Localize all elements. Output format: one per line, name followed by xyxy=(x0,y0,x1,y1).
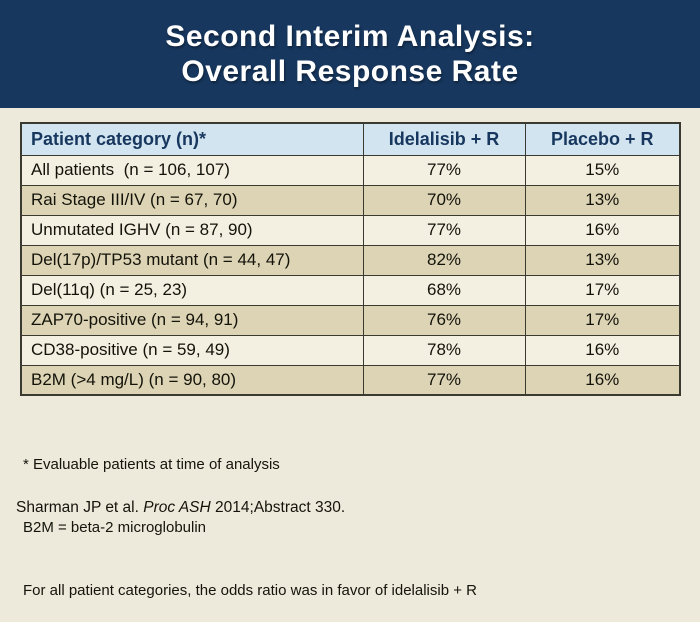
placebo-cell: 15% xyxy=(524,154,681,186)
placebo-cell: 16% xyxy=(524,334,681,366)
title-band: Second Interim Analysis: Overall Respons… xyxy=(0,0,700,108)
category-cell: ZAP70-positive (n = 94, 91) xyxy=(20,304,364,336)
table-row: B2M (>4 mg/L) (n = 90, 80) 77% 16% xyxy=(20,364,681,396)
table-row: Rai Stage III/IV (n = 67, 70) 70% 13% xyxy=(20,184,681,216)
category-cell: CD38-positive (n = 59, 49) xyxy=(20,334,364,366)
idelalisib-cell: 77% xyxy=(362,364,526,396)
table-row: CD38-positive (n = 59, 49) 78% 16% xyxy=(20,334,681,366)
col-header-idelalisib: Idelalisib + R xyxy=(362,122,526,156)
placebo-cell: 17% xyxy=(524,304,681,336)
table-row: ZAP70-positive (n = 94, 91) 76% 17% xyxy=(20,304,681,336)
col-header-patient-category: Patient category (n)* xyxy=(20,122,364,156)
footnote-evaluable: * Evaluable patients at time of analysis xyxy=(23,456,280,473)
placebo-cell: 16% xyxy=(524,364,681,396)
idelalisib-cell: 76% xyxy=(362,304,526,336)
table-header-row: Patient category (n)* Idelalisib + R Pla… xyxy=(20,122,681,156)
citation-authors: Sharman JP et al. xyxy=(16,499,144,516)
category-cell: Rai Stage III/IV (n = 67, 70) xyxy=(20,184,364,216)
table-row: Del(11q) (n = 25, 23) 68% 17% xyxy=(20,274,681,306)
footnotes-block: * Evaluable patients at time of analysis… xyxy=(23,412,477,622)
citation: Sharman JP et al. Proc ASH 2014;Abstract… xyxy=(16,499,345,517)
category-cell: Del(11q) (n = 25, 23) xyxy=(20,274,364,306)
placebo-cell: 13% xyxy=(524,184,681,216)
table-row: Del(17p)/TP53 mutant (n = 44, 47) 82% 13… xyxy=(20,244,681,276)
placebo-cell: 17% xyxy=(524,274,681,306)
citation-journal: Proc ASH xyxy=(143,499,211,516)
placebo-cell: 13% xyxy=(524,244,681,276)
slide-title-line2: Overall Response Rate xyxy=(181,55,519,88)
overall-response-rate-table: Patient category (n)* Idelalisib + R Pla… xyxy=(20,122,681,396)
slide-title-line1: Second Interim Analysis: xyxy=(165,20,535,53)
idelalisib-cell: 77% xyxy=(362,154,526,186)
footnote-odds-ratio: For all patient categories, the odds rat… xyxy=(23,582,477,599)
table-row: All patients (n = 106, 107) 77% 15% xyxy=(20,154,681,186)
category-cell: Del(17p)/TP53 mutant (n = 44, 47) xyxy=(20,244,364,276)
footnote-b2m: B2M = beta-2 microglobulin xyxy=(23,519,207,536)
idelalisib-cell: 82% xyxy=(362,244,526,276)
table-row: Unmutated IGHV (n = 87, 90) 77% 16% xyxy=(20,214,681,246)
idelalisib-cell: 70% xyxy=(362,184,526,216)
category-cell: B2M (>4 mg/L) (n = 90, 80) xyxy=(20,364,364,396)
idelalisib-cell: 77% xyxy=(362,214,526,246)
category-cell: All patients (n = 106, 107) xyxy=(20,154,364,186)
idelalisib-cell: 68% xyxy=(362,274,526,306)
slide: { "title": { "line1": "Second Interim An… xyxy=(0,0,700,599)
idelalisib-cell: 78% xyxy=(362,334,526,366)
placebo-cell: 16% xyxy=(524,214,681,246)
col-header-placebo: Placebo + R xyxy=(524,122,681,156)
citation-year-abstract: 2014;Abstract 330. xyxy=(210,499,346,516)
category-cell: Unmutated IGHV (n = 87, 90) xyxy=(20,214,364,246)
